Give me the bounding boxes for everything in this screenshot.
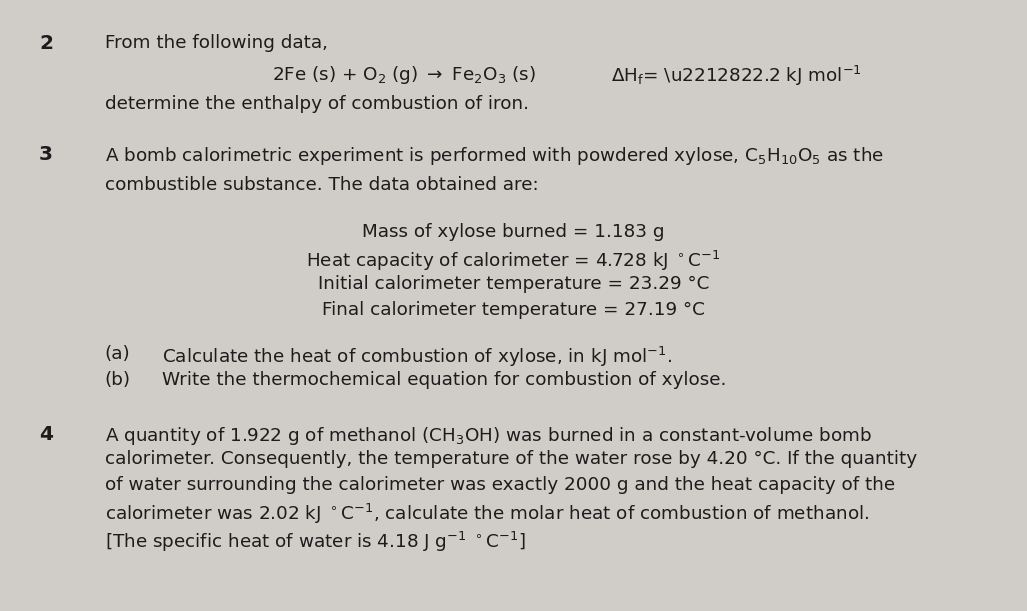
Text: combustible substance. The data obtained are:: combustible substance. The data obtained… — [105, 176, 538, 194]
Text: Write the thermochemical equation for combustion of xylose.: Write the thermochemical equation for co… — [162, 371, 727, 389]
Text: Mass of xylose burned = 1.183 g: Mass of xylose burned = 1.183 g — [363, 223, 664, 241]
Text: Initial calorimeter temperature = 23.29 °C: Initial calorimeter temperature = 23.29 … — [317, 275, 710, 293]
Text: Heat capacity of calorimeter = 4.728 kJ $^\circ$C$^{-1}$: Heat capacity of calorimeter = 4.728 kJ … — [306, 249, 721, 273]
Text: 4: 4 — [39, 425, 53, 444]
Text: 2: 2 — [39, 34, 53, 53]
Text: of water surrounding the calorimeter was exactly 2000 g and the heat capacity of: of water surrounding the calorimeter was… — [105, 476, 895, 494]
Text: determine the enthalpy of combustion of iron.: determine the enthalpy of combustion of … — [105, 95, 529, 112]
Text: calorimeter was 2.02 kJ $^\circ$C$^{-1}$, calculate the molar heat of combustion: calorimeter was 2.02 kJ $^\circ$C$^{-1}$… — [105, 502, 869, 526]
Text: 2Fe (s) + O$_2$ (g) $\rightarrow$ Fe$_2$O$_3$ (s): 2Fe (s) + O$_2$ (g) $\rightarrow$ Fe$_2$… — [272, 64, 536, 86]
Text: calorimeter. Consequently, the temperature of the water rose by 4.20 °C. If the : calorimeter. Consequently, the temperatu… — [105, 450, 917, 468]
Text: A quantity of 1.922 g of methanol (CH$_3$OH) was burned in a constant-volume bom: A quantity of 1.922 g of methanol (CH$_3… — [105, 425, 872, 447]
Text: From the following data,: From the following data, — [105, 34, 328, 51]
Text: A bomb calorimetric experiment is performed with powdered xylose, C$_5$H$_{10}$O: A bomb calorimetric experiment is perfor… — [105, 145, 884, 167]
Text: (b): (b) — [105, 371, 130, 389]
Text: 3: 3 — [39, 145, 53, 164]
Text: $\Delta$H$_\mathrm{f}$= \u2212822.2 kJ mol$^{-1}$: $\Delta$H$_\mathrm{f}$= \u2212822.2 kJ m… — [611, 64, 862, 88]
Text: (a): (a) — [105, 345, 130, 363]
Text: Final calorimeter temperature = 27.19 °C: Final calorimeter temperature = 27.19 °C — [322, 301, 705, 319]
Text: Calculate the heat of combustion of xylose, in kJ mol$^{-1}$.: Calculate the heat of combustion of xylo… — [162, 345, 673, 369]
Text: [The specific heat of water is 4.18 J g$^{-1}$ $^\circ$C$^{-1}$]: [The specific heat of water is 4.18 J g$… — [105, 530, 526, 554]
